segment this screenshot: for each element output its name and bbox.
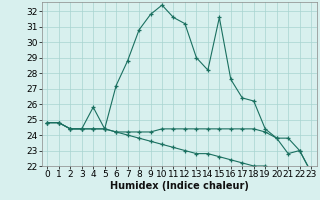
X-axis label: Humidex (Indice chaleur): Humidex (Indice chaleur) [110,181,249,191]
